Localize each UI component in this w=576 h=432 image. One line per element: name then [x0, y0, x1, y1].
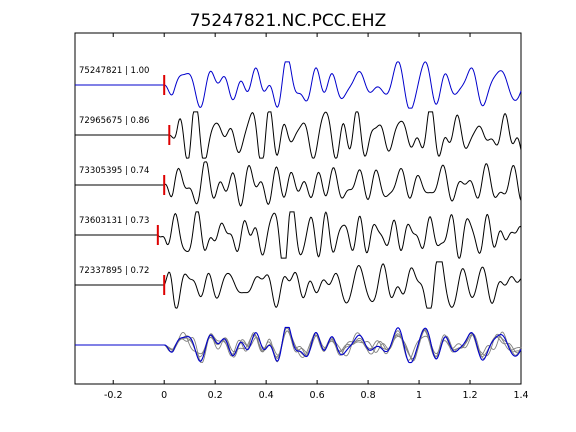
stack-trace-3: [75, 326, 522, 361]
x-tick-label: 1.4: [513, 390, 528, 401]
plot-area-frame: [74, 32, 522, 385]
trace-labels: 75247821 | 1.00 72965675 | 0.86 73305395 |…: [79, 66, 149, 276]
trace-label: 75247821 | 1.00: [79, 66, 149, 76]
trace-line-4: [75, 211, 522, 259]
chart-title: 75247821.NC.PCC.EHZ: [190, 11, 387, 31]
x-tick-label: 0.6: [310, 390, 325, 401]
x-tick-label: 0.4: [259, 390, 274, 401]
x-tick-label: -0.2: [104, 390, 123, 401]
trace-line-2: [75, 111, 522, 159]
trace-label: 72337895 | 0.72: [79, 266, 149, 276]
x-tick-label: 0.2: [208, 390, 223, 401]
stacked-overlay: [75, 326, 522, 364]
trace-line-3: [75, 161, 522, 207]
trace-label: 73305395 | 0.74: [79, 166, 149, 176]
x-tick-label: 1.2: [462, 390, 477, 401]
x-axis: -0.2 0 0.2 0.4 0.6 0.8 1 1.2 1.4: [104, 33, 529, 401]
stack-trace-5: [75, 329, 522, 360]
trace-label: 73603131 | 0.73: [79, 216, 149, 226]
trace-line-5: [75, 261, 522, 309]
x-tick-label: 0.8: [361, 390, 376, 401]
trace-line-1: [75, 61, 522, 109]
x-tick-label: 0: [161, 390, 167, 401]
trace-label: 72965675 | 0.86: [79, 116, 149, 126]
x-tick-label: 1: [416, 390, 422, 401]
traces-group: [75, 61, 522, 309]
stack-trace-1: [75, 326, 522, 364]
